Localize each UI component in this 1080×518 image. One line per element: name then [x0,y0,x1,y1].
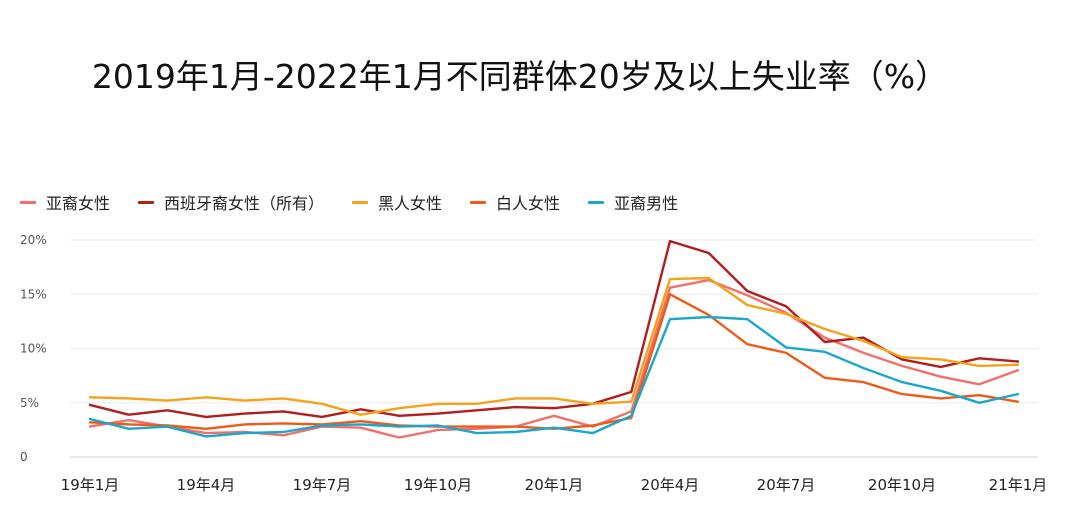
y-tick-label: 0 [20,450,28,464]
y-tick-label: 20% [20,233,47,247]
legend-label: 亚裔男性 [614,194,679,213]
x-tick-label: 19年10月 [404,476,472,494]
legend-swatch [470,200,487,204]
y-tick-label: 10% [20,342,47,356]
x-tick-label: 19年7月 [293,476,352,494]
legend-label: 西班牙裔女性（所有） [164,194,325,213]
legend-label: 黑人女性 [378,194,443,213]
legend-swatch [20,200,36,204]
x-tick-label: 20年4月 [641,476,700,494]
y-tick-label: 5% [20,396,39,410]
series-line-5 [88,315,1020,438]
legend-swatch [138,200,155,204]
x-tick-label: 19年1月 [61,476,120,494]
series-line-2 [88,239,1020,419]
x-tick-label: 20年10月 [868,476,936,494]
x-tick-label: 19年4月 [177,476,236,494]
legend-item: 黑人女性 [352,190,442,214]
legend-label: 亚裔女性 [46,194,111,213]
legend-item: 白人女性 [470,190,560,214]
legend-item: 亚裔男性 [588,190,678,214]
legend-item: 亚裔女性 [20,190,110,214]
y-tick-label: 15% [20,287,47,301]
legend-swatch [588,200,605,204]
chart-title: 2019年1月-2022年1月不同群体20岁及以上失业率（%） [91,57,949,96]
x-tick-label: 20年7月 [757,476,816,494]
x-tick-label: 21年1月 [989,476,1048,494]
legend-label: 白人女性 [496,194,561,213]
legend-swatch [352,200,369,204]
x-tick-label: 20年1月 [525,476,584,494]
series-line-3 [88,276,1020,416]
legend-item: 西班牙裔女性（所有） [138,190,324,214]
legend: 亚裔女性 西班牙裔女性（所有） 黑人女性 白人女性 亚裔男性 [20,190,706,214]
